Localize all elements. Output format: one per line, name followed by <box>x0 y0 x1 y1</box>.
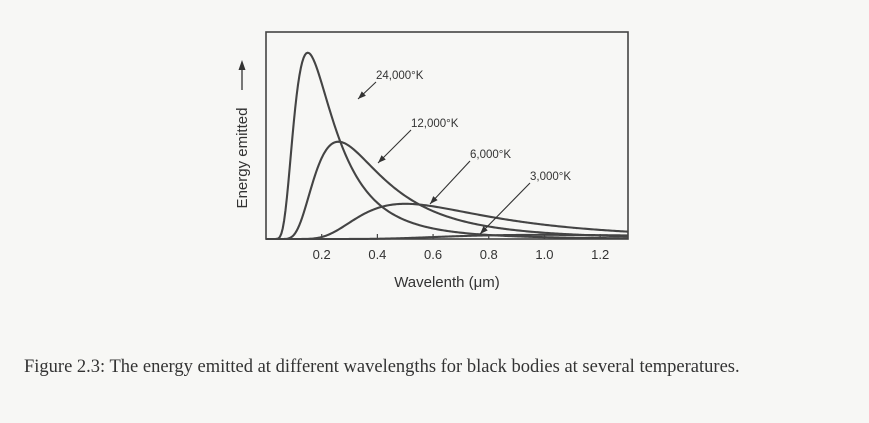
series-line <box>266 140 629 241</box>
series-label: 12,000°K <box>411 118 459 130</box>
arrow-head <box>378 155 386 163</box>
series-line <box>266 233 629 241</box>
y-axis-label: Energy emitted <box>234 108 251 209</box>
x-tick-label: 1.2 <box>591 247 609 262</box>
arrow-head <box>480 226 488 234</box>
x-tick-label: 0.6 <box>424 247 442 262</box>
x-axis-label: Wavelenth (μm) <box>394 274 500 291</box>
arrow-head <box>358 91 366 99</box>
x-ticks: 0.2 0.4 0.6 0.8 1.0 1.2 <box>313 234 609 262</box>
series-annotations: 24,000°K 12,000°K 6,000°K 3,000°K <box>357 70 571 235</box>
series-label: 24,000°K <box>376 70 424 82</box>
x-tick-label: 0.2 <box>313 247 331 262</box>
series-line <box>266 51 629 241</box>
series-label-arrow <box>479 182 531 235</box>
y-axis-arrow <box>238 60 246 90</box>
series-label: 3,000°K <box>530 171 571 183</box>
x-tick-label: 0.8 <box>480 247 498 262</box>
x-tick-label: 0.4 <box>368 247 386 262</box>
series-label: 6,000°K <box>470 149 511 161</box>
x-tick-label: 1.0 <box>535 247 553 262</box>
figure-caption: Figure 2.3: The energy emitted at differ… <box>24 357 740 377</box>
series-label-arrow <box>429 160 471 205</box>
arrow-head <box>430 196 438 204</box>
plot-frame <box>265 31 629 240</box>
series-curves <box>266 51 629 241</box>
chart: 0.2 0.4 0.6 0.8 1.0 1.2 24,000°K 12,000°K 6,000… <box>234 31 629 291</box>
series-line <box>266 202 629 241</box>
